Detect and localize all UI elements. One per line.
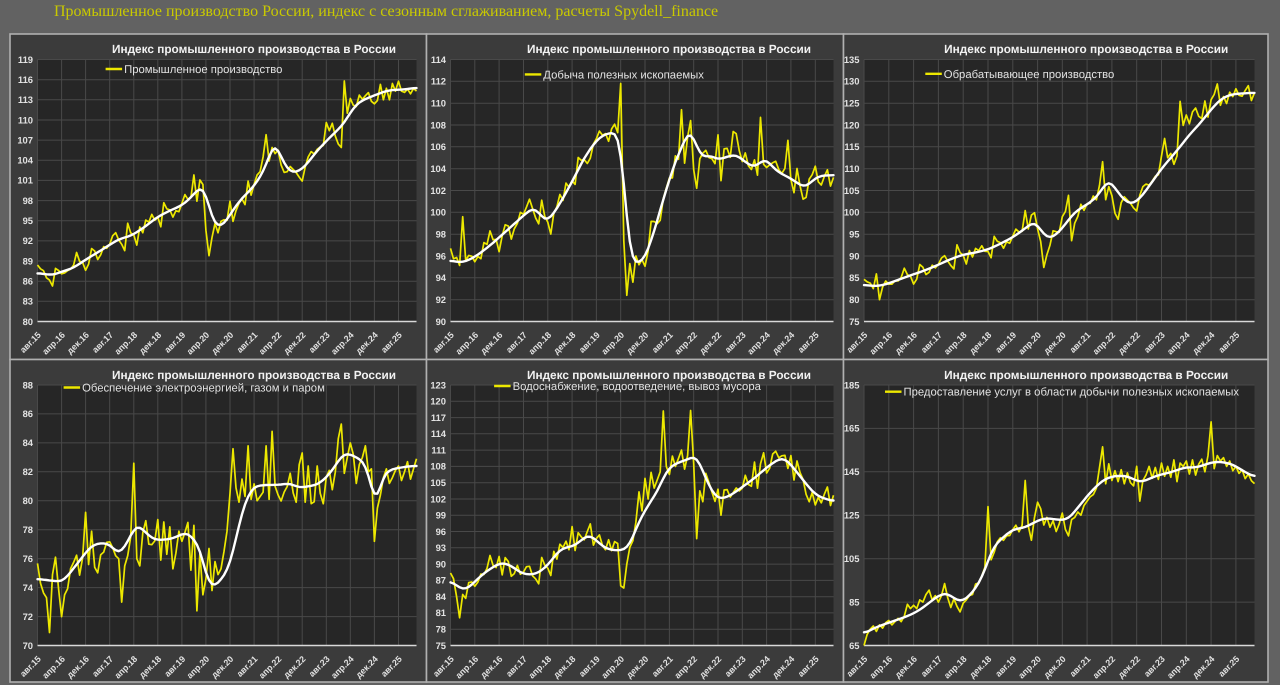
svg-text:112: 112 [431, 76, 446, 87]
svg-text:135: 135 [844, 54, 860, 65]
svg-text:110: 110 [431, 98, 446, 109]
svg-text:Индекс промышленного производс: Индекс промышленного производства в Росс… [112, 42, 396, 56]
svg-text:82: 82 [23, 466, 33, 477]
svg-text:123: 123 [430, 379, 446, 390]
svg-text:105: 105 [844, 553, 860, 564]
svg-text:Индекс промышленного производс: Индекс промышленного производства в Росс… [527, 42, 811, 56]
svg-text:102: 102 [430, 185, 446, 196]
svg-text:75: 75 [849, 316, 859, 327]
svg-text:Водоснабжение, водоотведение,: Водоснабжение, водоотведение, вывоз мусо… [513, 381, 762, 393]
svg-text:92: 92 [436, 294, 446, 305]
svg-text:117: 117 [431, 412, 446, 423]
svg-text:90: 90 [436, 558, 446, 569]
svg-text:185: 185 [844, 379, 860, 390]
svg-text:96: 96 [436, 250, 446, 261]
svg-text:87: 87 [436, 575, 446, 586]
svg-text:Индекс промышленного производс: Индекс промышленного производства в Росс… [527, 368, 811, 382]
svg-text:74: 74 [23, 582, 34, 593]
svg-text:125: 125 [844, 98, 860, 109]
svg-text:114: 114 [431, 428, 447, 439]
svg-text:98: 98 [436, 229, 446, 240]
svg-text:84: 84 [436, 591, 447, 602]
svg-text:94: 94 [436, 272, 447, 283]
svg-text:Индекс промышленного производс: Индекс промышленного производства в Росс… [944, 42, 1228, 56]
svg-text:120: 120 [430, 396, 446, 407]
svg-text:Обрабатывающее производство: Обрабатывающее производство [944, 69, 1115, 81]
svg-text:72: 72 [23, 611, 33, 622]
svg-text:119: 119 [18, 54, 33, 65]
svg-text:100: 100 [844, 207, 860, 218]
svg-text:84: 84 [23, 437, 34, 448]
svg-text:145: 145 [844, 466, 860, 477]
svg-text:86: 86 [23, 408, 33, 419]
svg-text:89: 89 [23, 255, 33, 266]
svg-text:Предоставление услуг в области: Предоставление услуг в области добычи по… [904, 387, 1240, 399]
svg-text:105: 105 [844, 185, 860, 196]
svg-text:95: 95 [23, 215, 33, 226]
svg-text:95: 95 [849, 229, 859, 240]
svg-text:75: 75 [436, 640, 446, 651]
svg-text:104: 104 [430, 163, 446, 174]
svg-text:80: 80 [23, 495, 33, 506]
svg-text:100: 100 [430, 207, 446, 218]
svg-text:85: 85 [849, 596, 859, 607]
svg-text:105: 105 [430, 477, 446, 488]
svg-text:65: 65 [849, 640, 859, 651]
svg-text:Индекс промышленного производс: Индекс промышленного производства в Росс… [944, 368, 1228, 382]
svg-text:111: 111 [431, 444, 446, 455]
svg-text:107: 107 [17, 134, 33, 145]
svg-text:108: 108 [430, 119, 446, 130]
svg-text:130: 130 [844, 76, 860, 87]
svg-text:76: 76 [23, 553, 33, 564]
svg-text:96: 96 [436, 526, 446, 537]
svg-text:93: 93 [436, 542, 446, 553]
svg-text:Обеспечение электроэнергией, г: Обеспечение электроэнергией, газом и пар… [82, 383, 325, 395]
svg-text:78: 78 [23, 524, 33, 535]
svg-text:90: 90 [849, 250, 859, 261]
svg-text:81: 81 [436, 607, 446, 618]
svg-text:120: 120 [844, 119, 860, 130]
svg-text:125: 125 [844, 510, 860, 521]
svg-text:Добыча полезных ископаемых: Добыча полезных ископаемых [543, 69, 704, 81]
svg-text:92: 92 [23, 235, 33, 246]
svg-text:114: 114 [431, 54, 447, 65]
svg-text:80: 80 [23, 316, 33, 327]
svg-text:110: 110 [18, 114, 33, 125]
svg-text:116: 116 [18, 74, 33, 85]
svg-text:90: 90 [436, 316, 446, 327]
svg-text:113: 113 [18, 94, 33, 105]
svg-text:98: 98 [23, 195, 33, 206]
svg-text:110: 110 [844, 163, 859, 174]
svg-text:88: 88 [23, 379, 33, 390]
svg-text:Индекс промышленного производс: Индекс промышленного производства в Росс… [112, 368, 396, 382]
svg-text:70: 70 [23, 640, 33, 651]
svg-text:108: 108 [430, 461, 446, 472]
svg-text:115: 115 [844, 141, 859, 152]
svg-text:106: 106 [430, 141, 446, 152]
svg-text:99: 99 [436, 510, 446, 521]
svg-text:85: 85 [849, 272, 859, 283]
svg-text:83: 83 [23, 296, 33, 307]
svg-text:104: 104 [17, 155, 33, 166]
svg-text:102: 102 [430, 493, 446, 504]
svg-text:165: 165 [844, 423, 860, 434]
svg-text:86: 86 [23, 276, 33, 287]
svg-text:80: 80 [849, 294, 859, 305]
svg-text:101: 101 [17, 175, 33, 186]
svg-text:78: 78 [436, 624, 446, 635]
svg-text:Промышленное производство: Промышленное производство [124, 64, 282, 76]
